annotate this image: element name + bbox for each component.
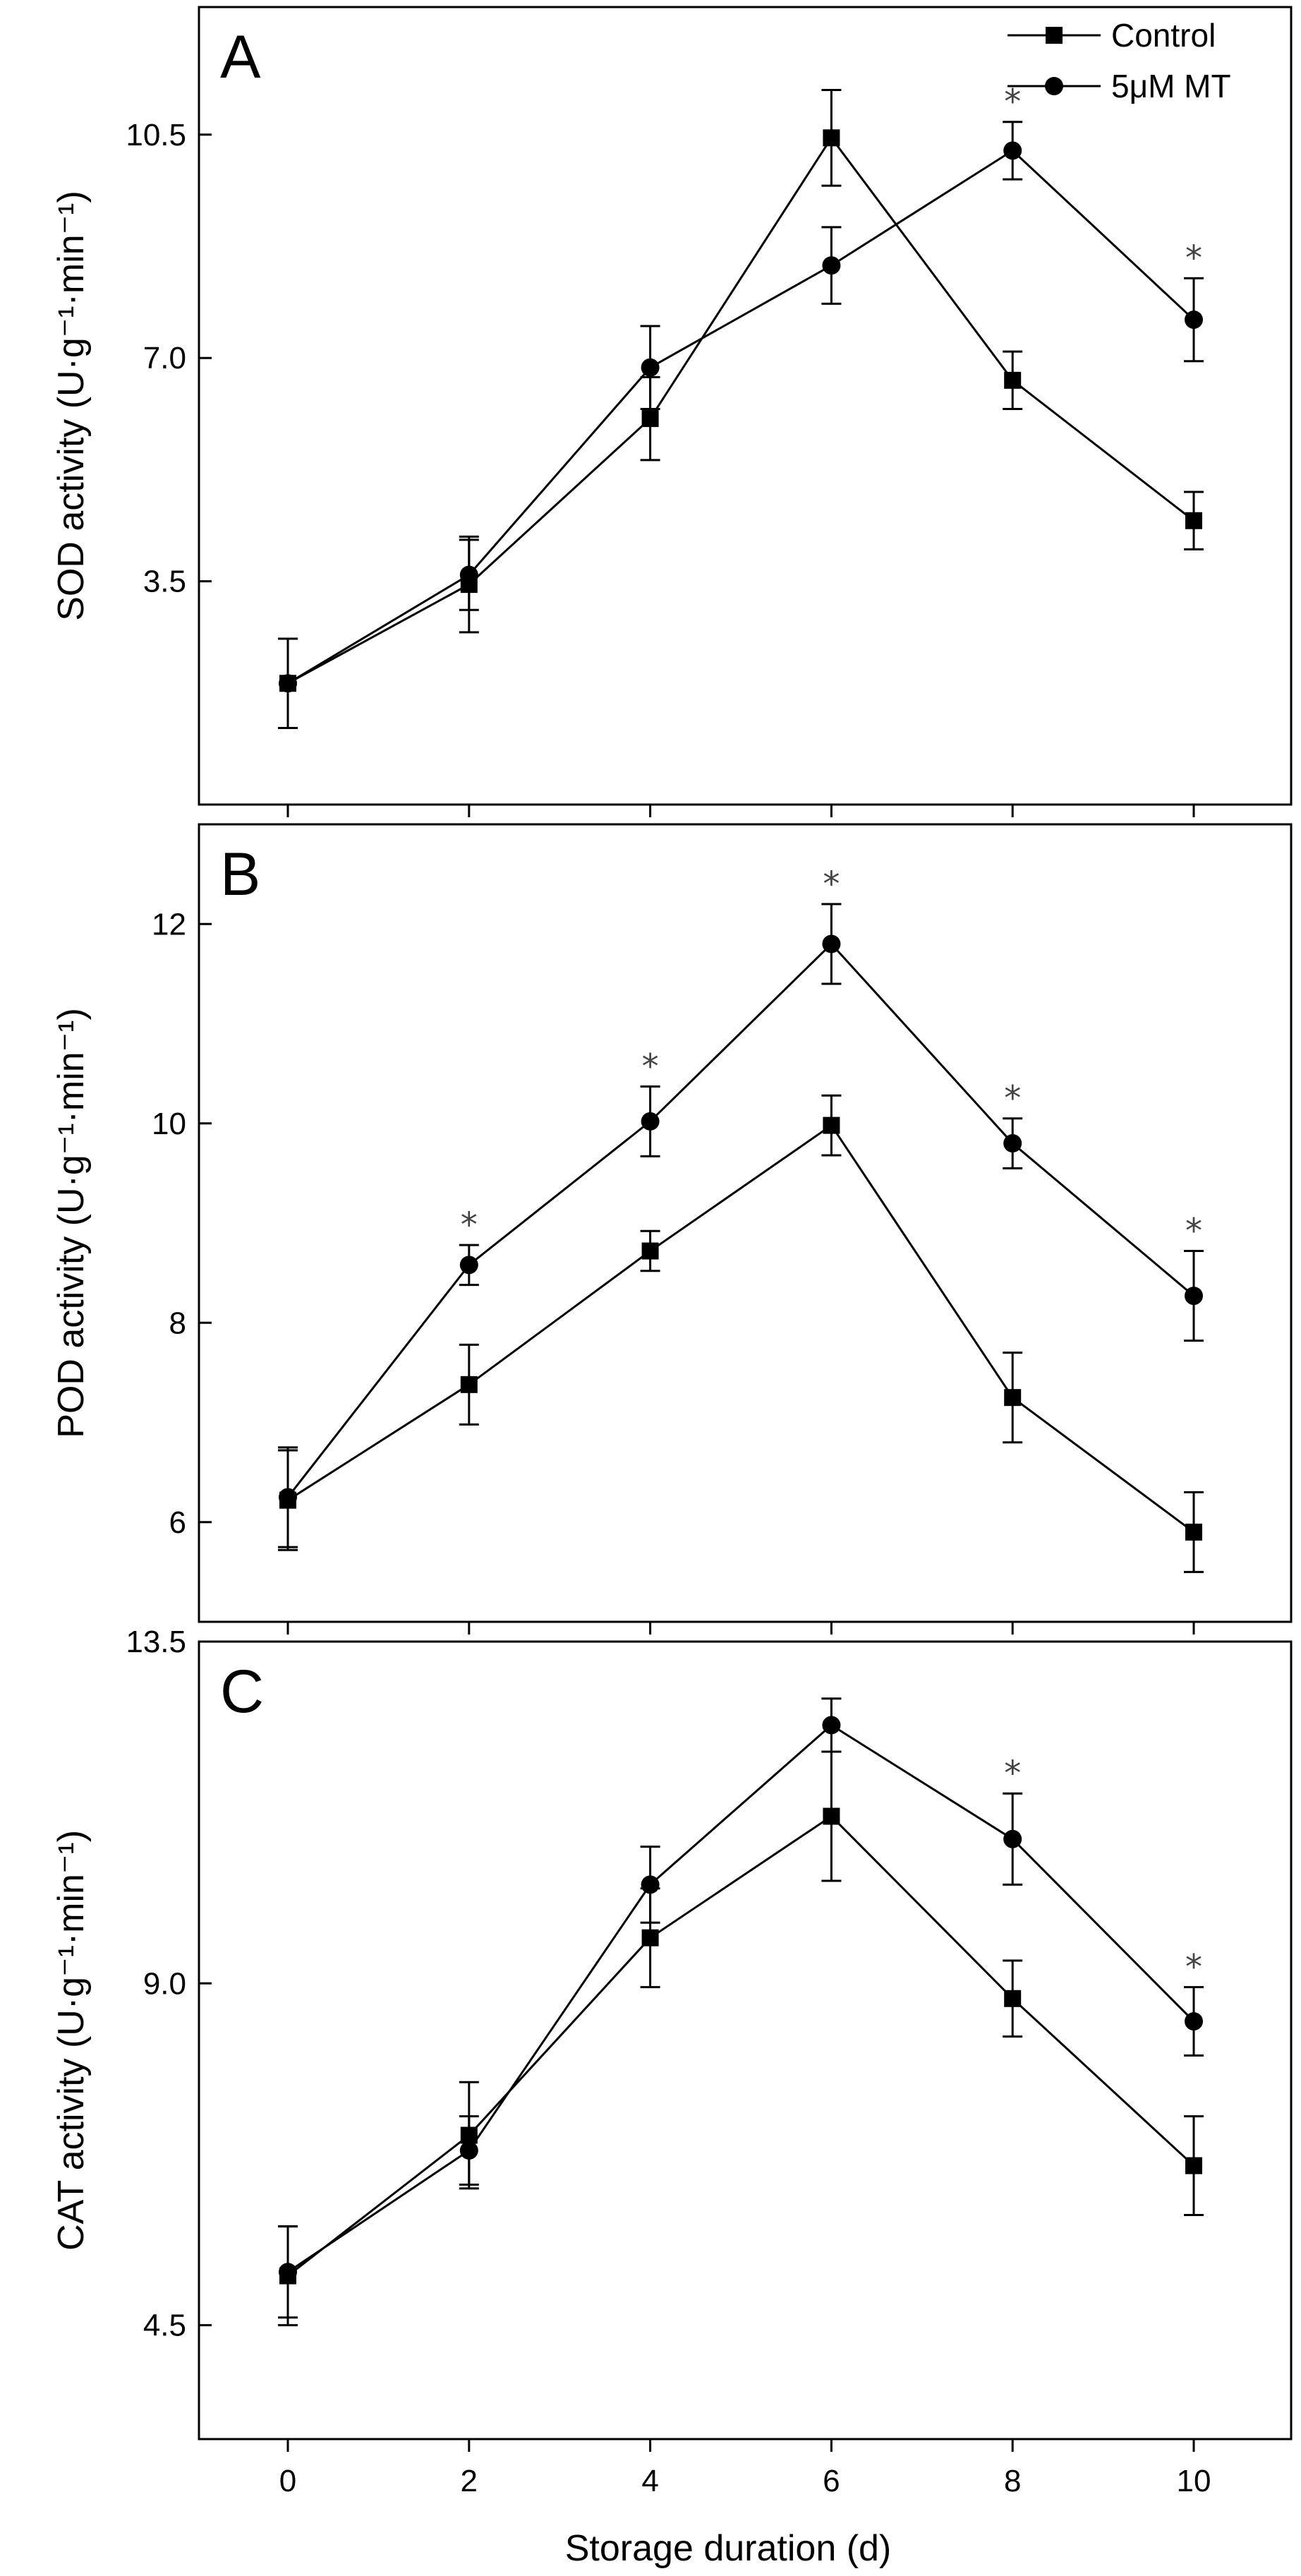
legend-label: 5μM MT	[1111, 68, 1231, 104]
data-point-square	[823, 1807, 840, 1825]
x-tick-label: 4	[641, 2464, 658, 2498]
y-tick-label: 12	[152, 907, 186, 941]
y-tick-label: 10	[152, 1107, 186, 1141]
series-mt	[278, 1697, 1204, 2319]
series-control	[278, 1750, 1204, 2327]
data-point-circle	[1003, 141, 1022, 160]
plot-frame	[198, 823, 1293, 1623]
x-tick-label: 0	[279, 2464, 296, 2498]
legend-marker-square	[1046, 27, 1063, 44]
significance-star: *	[642, 1047, 659, 1086]
y-tick-label: 10.5	[126, 118, 186, 152]
plot-frame	[198, 1640, 1293, 2440]
significance-star: *	[1185, 1948, 1202, 1987]
series-line	[287, 1723, 1195, 2273]
data-point-square	[1185, 1523, 1202, 1541]
y-axis-title: SOD activity (U·g⁻¹·min⁻¹)	[51, 191, 92, 621]
series-control	[278, 89, 1204, 730]
panel-label: A	[220, 23, 261, 91]
data-point-circle	[641, 358, 660, 377]
y-tick-label: 7.0	[143, 341, 186, 375]
significance-star: *	[823, 865, 840, 904]
x-tick-label: 10	[1177, 2464, 1211, 2498]
data-point-circle	[279, 674, 297, 693]
y-tick-label: 3.5	[143, 565, 186, 599]
data-point-square	[1004, 1990, 1022, 2007]
panel-b: 6 8 10 12 POD activity (U·g⁻¹·min⁻¹) B * * * * *	[51, 823, 1293, 1635]
significance-star: *	[1004, 1754, 1021, 1793]
data-point-circle	[459, 565, 478, 584]
significance-star: *	[461, 1205, 478, 1245]
legend-marker-circle	[1045, 77, 1063, 95]
data-point-circle	[822, 934, 841, 953]
x-tick-label: 8	[1004, 2464, 1021, 2498]
data-point-circle	[1185, 310, 1203, 329]
significance-star: *	[1185, 1212, 1202, 1251]
data-point-circle	[641, 1875, 660, 1894]
significance-star: *	[1004, 1079, 1021, 1119]
data-point-square	[823, 129, 840, 147]
y-axis-title: POD activity (U·g⁻¹·min⁻¹)	[51, 1008, 92, 1438]
y-axis-title: CAT activity (U·g⁻¹·min⁻¹)	[51, 1830, 92, 2251]
y-tick-label: 13.5	[126, 1625, 186, 1659]
panel-label: C	[220, 1658, 264, 1726]
data-point-circle	[459, 2141, 478, 2160]
x-axis-title: Storage duration (d)	[565, 2528, 892, 2569]
data-point-circle	[1003, 1134, 1022, 1152]
y-tick-label: 6	[169, 1505, 186, 1540]
plot-frame	[198, 6, 1293, 806]
data-point-square	[823, 1117, 840, 1134]
x-tick-label: 6	[823, 2464, 840, 2498]
series-line	[287, 136, 1194, 685]
y-tick-label: 4.5	[143, 2309, 186, 2343]
data-point-circle	[279, 1488, 297, 1507]
series-control	[278, 1094, 1204, 1573]
data-point-square	[641, 1242, 659, 1260]
data-point-circle	[279, 2263, 297, 2282]
data-point-circle	[822, 256, 841, 275]
legend: Control 5μM MT	[1007, 17, 1231, 104]
data-point-circle	[1185, 2012, 1203, 2031]
legend-item-mt: 5μM MT	[1007, 68, 1231, 104]
legend-label: Control	[1111, 17, 1216, 54]
panel-c: 4.5 9.0 13.5 0 2 4 6 8 10 CAT activity (U·g⁻¹·min…	[51, 1625, 1293, 2498]
data-point-square	[1185, 2157, 1202, 2174]
data-point-square	[1004, 1389, 1022, 1407]
y-tick-label: 9.0	[143, 1966, 186, 2001]
legend-item-control: Control	[1007, 17, 1216, 54]
significance-star: *	[1185, 239, 1202, 278]
significance-star: *	[1004, 83, 1021, 122]
data-point-circle	[459, 1256, 478, 1275]
data-point-circle	[1003, 1829, 1022, 1848]
panel-a: 3.5 7.0 10.5 SOD activity (U·g⁻¹·min⁻¹) A * *	[51, 6, 1293, 817]
series-line	[287, 1124, 1194, 1534]
data-point-circle	[1185, 1287, 1203, 1306]
series-line	[286, 942, 1194, 1498]
y-tick-label: 8	[169, 1306, 186, 1340]
panel-label: B	[220, 841, 260, 908]
data-point-square	[1185, 512, 1202, 529]
data-point-circle	[641, 1112, 660, 1131]
series-mt	[278, 121, 1204, 730]
series-line	[287, 1814, 1195, 2277]
series-line	[287, 149, 1195, 685]
data-point-square	[641, 1929, 659, 1946]
data-point-square	[460, 1376, 478, 1393]
data-point-square	[1004, 371, 1022, 389]
x-tick-label: 2	[461, 2464, 478, 2498]
series-mt	[278, 903, 1204, 1548]
data-point-circle	[822, 1716, 841, 1735]
data-point-square	[641, 410, 659, 428]
